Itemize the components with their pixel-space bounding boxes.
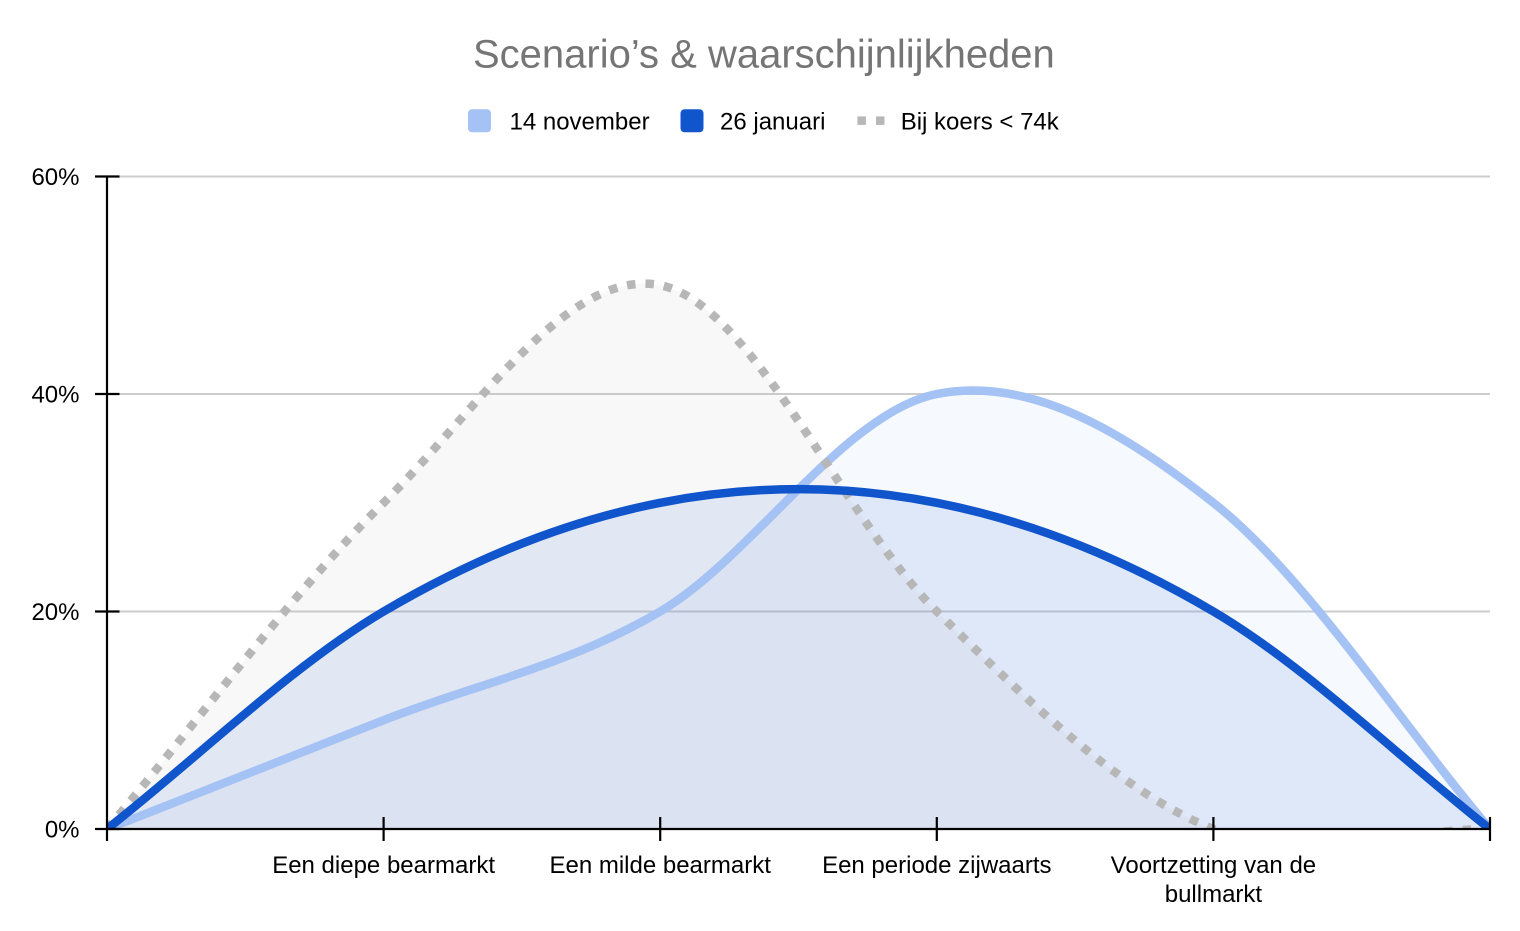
svg-text:14 november: 14 november bbox=[510, 109, 650, 136]
svg-text:Bij koers < 74k: Bij koers < 74k bbox=[901, 109, 1060, 136]
svg-text:40%: 40% bbox=[31, 382, 79, 409]
svg-text:26 januari: 26 januari bbox=[720, 109, 825, 136]
svg-text:Een diepe bearmarkt: Een diepe bearmarkt bbox=[272, 852, 495, 879]
svg-text:0%: 0% bbox=[45, 817, 80, 844]
svg-text:Een periode zijwaarts: Een periode zijwaarts bbox=[822, 852, 1051, 879]
svg-text:20%: 20% bbox=[31, 599, 79, 626]
svg-text:Een milde bearmarkt: Een milde bearmarkt bbox=[549, 852, 771, 879]
svg-text:bullmarkt: bullmarkt bbox=[1165, 881, 1263, 908]
svg-text:Voortzetting van de: Voortzetting van de bbox=[1111, 852, 1316, 879]
svg-text:60%: 60% bbox=[31, 164, 79, 191]
svg-text:Scenario’s & waarschijnlijkhed: Scenario’s & waarschijnlijkheden bbox=[473, 33, 1055, 77]
